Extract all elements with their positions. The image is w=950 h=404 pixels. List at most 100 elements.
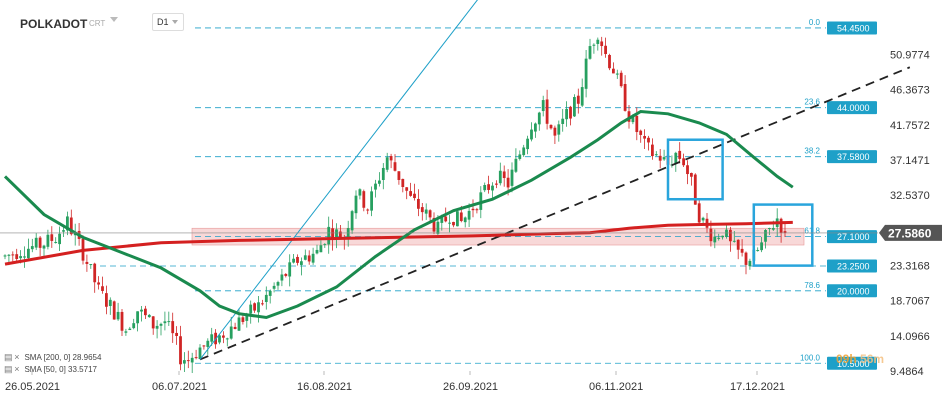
candle-body (323, 244, 327, 246)
candle-body (370, 191, 373, 211)
candle-body (725, 229, 728, 237)
candle-body (393, 162, 397, 171)
candle-body (311, 253, 315, 263)
sma200-line (4, 220, 793, 266)
candle-body (62, 230, 65, 232)
candle-body (452, 221, 455, 226)
candle-body (280, 274, 284, 281)
candle-body (502, 171, 506, 179)
candle-body (179, 336, 182, 365)
candle-body (194, 357, 198, 359)
fib-price-tag (827, 150, 877, 164)
legend-sma50-text: SMA [50, 0] 33.5717 (24, 365, 97, 374)
candle-body (206, 340, 210, 347)
candle-body (128, 328, 132, 331)
fib-ratio-label: 78.6 (804, 281, 820, 290)
candle-body (222, 335, 225, 338)
candle-body (147, 314, 151, 318)
candle-body (701, 217, 705, 221)
candle-body (97, 282, 100, 285)
candle-body (467, 210, 471, 220)
candle-body (11, 254, 15, 256)
legend-sma200[interactable]: ▤ × SMA [200, 0] 28.9654 (4, 352, 101, 363)
candle-body (643, 136, 646, 139)
candle-body (319, 245, 323, 253)
highlight-box (752, 203, 814, 267)
close-icon[interactable]: × (14, 364, 20, 374)
x-tick-label: 26.05.2021 (5, 381, 60, 393)
symbol-name[interactable]: POLKADOT (20, 17, 88, 31)
candle-body (66, 216, 69, 231)
fib-price-tag (827, 259, 877, 273)
candle-body (561, 118, 565, 124)
candle-body (768, 228, 771, 230)
candle-body (682, 158, 685, 166)
candle-body (264, 294, 268, 303)
y-tick-label: 9.4864 (890, 366, 924, 378)
chevron-down-icon[interactable] (110, 17, 118, 22)
candle-body (495, 183, 498, 185)
candle-body (159, 323, 163, 326)
candle-body (225, 338, 229, 340)
candle-body (42, 245, 46, 249)
candle-body (573, 97, 576, 117)
candle-body (296, 256, 299, 263)
candle-body (186, 360, 190, 362)
candle-body (658, 155, 662, 161)
candle-body (545, 99, 549, 124)
y-tick-label: 50.9774 (890, 49, 930, 61)
candle-body (456, 211, 459, 227)
candle-body (639, 130, 643, 135)
candle-body (444, 216, 448, 222)
x-tick-label: 26.09.2021 (443, 381, 498, 393)
candle-body (678, 150, 682, 159)
candle-body (335, 229, 338, 239)
candle-body (54, 242, 58, 244)
candle-body (557, 124, 561, 135)
candle-body (303, 255, 307, 260)
candle-body (662, 157, 666, 160)
timeframe-select[interactable]: D1 (152, 13, 184, 31)
candle-body (249, 304, 253, 314)
candle-body (245, 315, 249, 321)
y-tick-label: 23.3168 (890, 260, 930, 272)
candle-body (697, 203, 701, 223)
chart-header: POLKADOT CRT D1 (0, 0, 950, 34)
candle-body (709, 228, 713, 242)
fib-price-label: 44.0000 (837, 103, 870, 113)
candle-body (120, 311, 124, 331)
candle-body (374, 183, 377, 190)
candle-body (358, 189, 362, 196)
sma50-line (3, 109, 794, 320)
candle-body (261, 303, 264, 305)
x-tick-label: 17.12.2021 (730, 381, 785, 393)
fib-price-label: 37.5800 (837, 152, 870, 162)
candle-body (475, 209, 479, 211)
candle-body (537, 112, 541, 125)
x-tick-label: 06.11.2021 (589, 381, 643, 393)
fib-price-tag (827, 101, 877, 115)
candle-body (420, 207, 424, 213)
candle-body (112, 301, 116, 320)
fib-price-label: 27.1000 (837, 232, 870, 242)
close-icon[interactable]: × (14, 352, 20, 362)
trendline-solid (199, 0, 478, 360)
candle-body (615, 73, 619, 75)
candle-body (631, 115, 635, 123)
candle-body (366, 209, 370, 211)
candle-body (740, 248, 744, 253)
candle-body (198, 347, 202, 360)
current-price-label: 27.5860 (888, 226, 932, 240)
candle-body (124, 331, 128, 333)
candle-body (276, 282, 280, 286)
y-tick-label: 41.7572 (890, 120, 930, 132)
candle-body (413, 193, 416, 199)
candle-body (38, 237, 42, 248)
candle-body (690, 172, 693, 177)
candle-body (327, 226, 331, 245)
legend-sma50[interactable]: ▤ × SMA [50, 0] 33.5717 (4, 364, 97, 375)
fib-ratio-label: 38.2 (804, 147, 820, 156)
candle-body (292, 258, 295, 263)
candle-body (732, 240, 736, 242)
